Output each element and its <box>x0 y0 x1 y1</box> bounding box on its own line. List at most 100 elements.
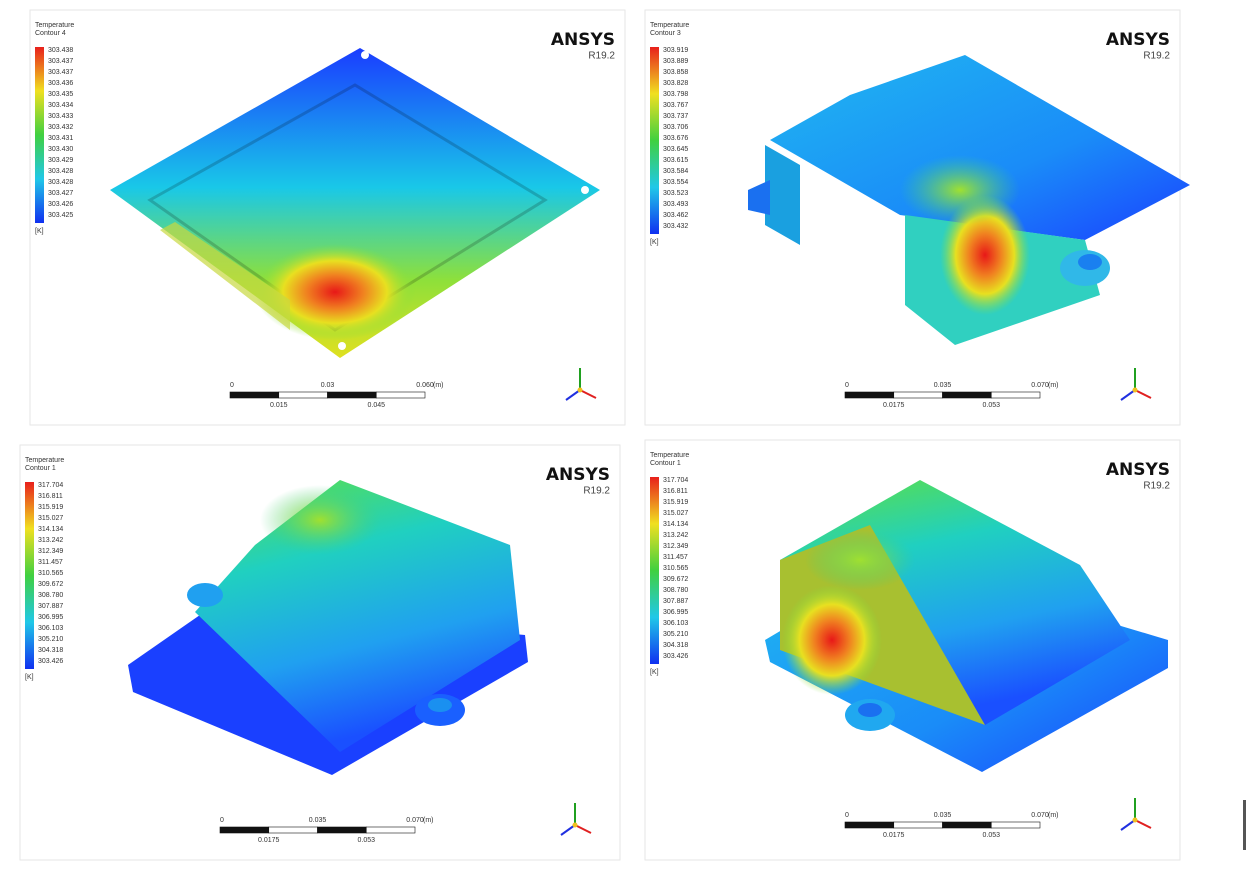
legend-value: 308.780 <box>38 592 63 599</box>
legend-value: 310.565 <box>663 565 688 572</box>
legend-value: 311.457 <box>38 559 63 566</box>
legend-title: Temperature <box>650 452 689 459</box>
scale-segment <box>375 391 426 399</box>
legend-contour: Contour 4 <box>35 30 66 37</box>
legend-value: 310.565 <box>38 570 63 577</box>
model-housing <box>128 480 528 775</box>
legend-value: 305.210 <box>38 636 63 643</box>
legend-contour: Contour 1 <box>650 460 681 467</box>
triad-axis <box>1120 819 1136 831</box>
legend-contour: Contour 3 <box>650 30 681 37</box>
legend-value: 303.645 <box>663 146 688 153</box>
legend-value: 314.134 <box>38 526 63 533</box>
legend-value: 303.432 <box>48 124 73 131</box>
legend-value: 314.134 <box>663 521 688 528</box>
legend-value: 315.027 <box>38 515 63 522</box>
legend-value: 303.429 <box>48 157 73 164</box>
scale-label: 0.035 <box>309 817 327 824</box>
scale-label: 0.03 <box>321 382 335 389</box>
triad-axis <box>565 389 581 401</box>
triad-origin <box>572 822 578 828</box>
legend-value: 303.493 <box>663 201 688 208</box>
scale-label: 0.045 <box>367 402 385 409</box>
legend-value: 313.242 <box>663 532 688 539</box>
brand: ANSYS <box>1106 30 1170 50</box>
legend-value: 304.318 <box>38 647 63 654</box>
legend-title: Temperature <box>650 22 689 29</box>
version: R19.2 <box>583 486 610 497</box>
legend-value: 303.889 <box>663 58 688 65</box>
legend-unit: [K] <box>650 669 659 676</box>
legend-unit: [K] <box>35 228 44 235</box>
scale-label: 0.0175 <box>258 837 280 844</box>
model-cover-section <box>748 55 1190 345</box>
legend-value: 312.349 <box>663 543 688 550</box>
scale-segment <box>219 826 270 834</box>
model-plate <box>110 48 600 358</box>
scale-label: 0.035 <box>934 812 952 819</box>
scale-segment <box>990 821 1041 829</box>
legend-value: 315.919 <box>38 504 63 511</box>
scroll-mark <box>1243 800 1246 850</box>
legend-value: 303.798 <box>663 91 688 98</box>
legend-value: 316.811 <box>663 488 688 495</box>
legend-value: 303.428 <box>48 168 73 175</box>
legend-value: 307.887 <box>663 598 688 605</box>
legend-value: 303.425 <box>48 212 73 219</box>
version: R19.2 <box>1143 51 1170 62</box>
triad-axis <box>1120 389 1136 401</box>
scale-label: 0.0175 <box>883 832 905 839</box>
legend-value: 303.426 <box>663 653 688 660</box>
legend-value: 316.811 <box>38 493 63 500</box>
legend-value: 303.767 <box>663 102 688 109</box>
legend-unit: [K] <box>25 674 34 681</box>
legend-value: 307.887 <box>38 603 63 610</box>
scale-segment <box>893 391 943 399</box>
legend-value: 309.672 <box>663 576 688 583</box>
legend-value: 315.027 <box>663 510 688 517</box>
legend-value: 306.103 <box>663 620 688 627</box>
triad-axis <box>579 389 597 399</box>
version: R19.2 <box>588 51 615 62</box>
triad-origin <box>1132 817 1138 823</box>
legend-value: 303.462 <box>663 212 688 219</box>
legend-value: 308.780 <box>663 587 688 594</box>
legend-bar <box>650 477 659 664</box>
scale-label: 0 <box>230 382 234 389</box>
legend-value: 317.704 <box>38 482 63 489</box>
legend-value: 303.919 <box>663 47 688 54</box>
brand: ANSYS <box>546 465 610 485</box>
scale-segment <box>278 391 328 399</box>
legend-value: 312.349 <box>38 548 63 555</box>
scale-segment <box>942 391 992 399</box>
legend-value: 306.995 <box>663 609 688 616</box>
scale-segment <box>229 391 280 399</box>
legend-title: Temperature <box>25 457 64 464</box>
legend-value: 313.242 <box>38 537 63 544</box>
legend-value: 303.828 <box>663 80 688 87</box>
scale-segment <box>268 826 318 834</box>
legend-value: 303.858 <box>663 69 688 76</box>
legend-value: 317.704 <box>663 477 688 484</box>
scale-segment <box>893 821 943 829</box>
legend-value: 303.428 <box>48 179 73 186</box>
scale-label: 0.070 <box>1031 812 1049 819</box>
legend-value: 303.615 <box>663 157 688 164</box>
legend-value: 303.523 <box>663 190 688 197</box>
legend-value: 303.431 <box>48 135 73 142</box>
legend-value: 305.210 <box>663 631 688 638</box>
brand: ANSYS <box>551 30 615 50</box>
scale-segment <box>844 821 895 829</box>
triad-origin <box>577 387 583 393</box>
legend-value: 303.426 <box>38 658 63 665</box>
legend-value: 306.995 <box>38 614 63 621</box>
legend-value: 303.432 <box>663 223 688 230</box>
scale-label: 0.015 <box>270 402 288 409</box>
scale-label: 0 <box>845 382 849 389</box>
scale-unit: (m) <box>423 817 434 824</box>
legend-value: 303.435 <box>48 91 73 98</box>
scale-label: 0.053 <box>357 837 375 844</box>
legend-value: 303.436 <box>48 80 73 87</box>
scale-unit: (m) <box>433 382 444 389</box>
